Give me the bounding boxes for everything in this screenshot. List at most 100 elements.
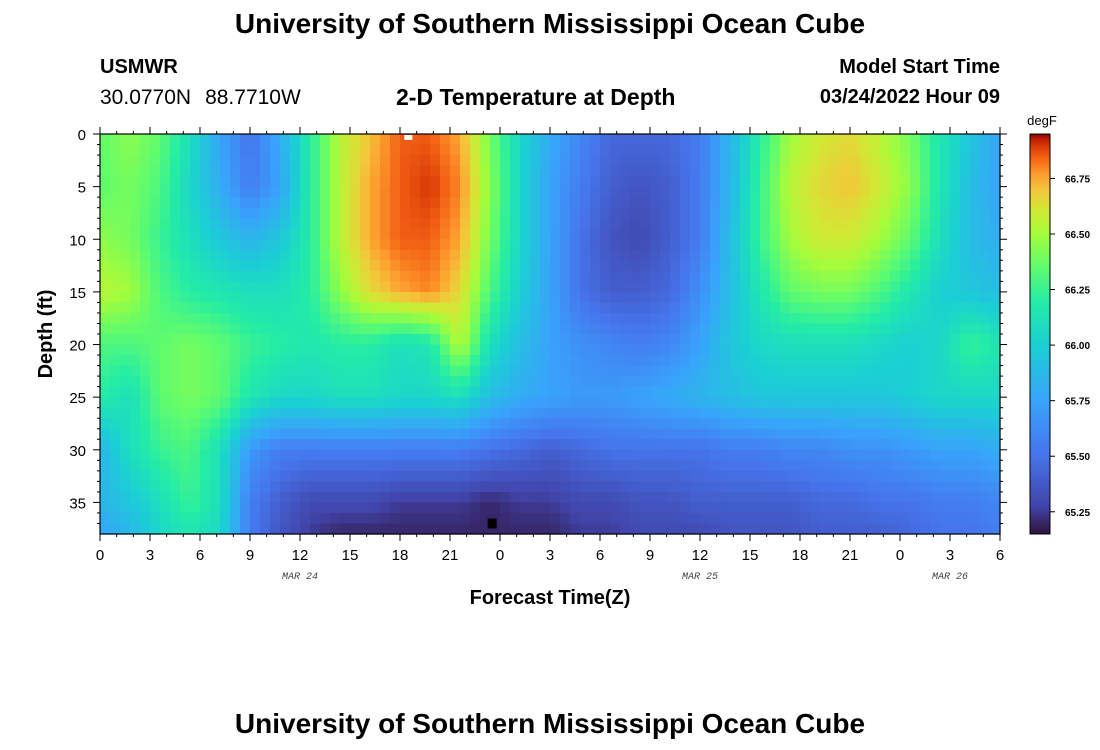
heatmap-cell xyxy=(180,512,191,525)
heatmap-cell xyxy=(740,344,751,356)
heatmap-cell xyxy=(180,249,191,261)
heatmap-cell xyxy=(650,428,661,440)
heatmap-cell xyxy=(290,155,301,167)
heatmap-cell xyxy=(510,312,521,325)
heatmap-cell xyxy=(520,144,531,156)
heatmap-cell xyxy=(310,186,321,198)
heatmap-cell xyxy=(410,228,421,240)
heatmap-cell xyxy=(190,407,201,419)
heatmap-cell xyxy=(770,376,781,388)
heatmap-cell xyxy=(940,207,951,219)
heatmap-cell xyxy=(770,481,781,493)
heatmap-cell xyxy=(300,428,311,440)
heatmap-cell xyxy=(410,418,421,430)
heatmap-cell xyxy=(250,460,261,472)
heatmap-cell xyxy=(490,249,501,261)
heatmap-cell xyxy=(430,491,441,504)
heatmap-cell xyxy=(990,207,1001,219)
heatmap-cell xyxy=(850,491,861,504)
heatmap-cell xyxy=(260,302,271,314)
heatmap-cell xyxy=(440,407,451,419)
heatmap-cell xyxy=(870,334,881,346)
heatmap-cell xyxy=(450,281,461,293)
heatmap-cell xyxy=(750,155,761,167)
heatmap-cell xyxy=(810,491,821,504)
heatmap-cell xyxy=(650,239,661,251)
heatmap-cell xyxy=(690,376,701,388)
heatmap-cell xyxy=(970,470,981,482)
heatmap-cell xyxy=(840,323,851,335)
heatmap-cell xyxy=(120,186,131,198)
heatmap-cell xyxy=(230,249,241,261)
heatmap-cell xyxy=(730,502,741,514)
heatmap-cell xyxy=(910,312,921,325)
heatmap-cell xyxy=(850,355,861,367)
heatmap-cell xyxy=(610,449,621,461)
heatmap-cell xyxy=(750,186,761,198)
heatmap-cell xyxy=(570,176,581,188)
heatmap-cell xyxy=(330,344,341,356)
heatmap-cell xyxy=(200,260,211,272)
heatmap-cell xyxy=(460,281,471,293)
heatmap-cell xyxy=(430,302,441,314)
heatmap-cell xyxy=(210,239,221,251)
heatmap-cell xyxy=(940,165,951,177)
date-label: MAR 24 xyxy=(282,572,318,583)
heatmap-cell xyxy=(680,460,691,472)
heatmap-cell xyxy=(470,239,481,251)
heatmap-cell xyxy=(900,260,911,272)
heatmap-cell xyxy=(730,512,741,525)
heatmap-cell xyxy=(380,312,391,325)
heatmap-cell xyxy=(580,365,591,377)
heatmap-cell xyxy=(650,323,661,335)
heatmap-cell xyxy=(540,186,551,198)
heatmap-cell xyxy=(630,249,641,261)
heatmap-cell xyxy=(200,281,211,293)
heatmap-cell xyxy=(600,523,611,535)
heatmap-cell xyxy=(640,386,651,398)
heatmap-cell xyxy=(110,291,121,304)
heatmap-cell xyxy=(120,449,131,461)
heatmap-cell xyxy=(340,449,351,461)
heatmap-cell xyxy=(310,218,321,230)
heatmap-cell xyxy=(430,460,441,472)
heatmap-cell xyxy=(590,291,601,304)
heatmap-cell xyxy=(520,407,531,419)
heatmap-cell xyxy=(210,386,221,398)
heatmap-cell xyxy=(940,312,951,325)
heatmap-cell xyxy=(920,512,931,525)
heatmap-cell xyxy=(130,523,141,535)
heatmap-cell xyxy=(700,481,711,493)
heatmap-cell xyxy=(130,491,141,504)
heatmap-cell xyxy=(990,281,1001,293)
heatmap-cell xyxy=(500,449,511,461)
heatmap-cell xyxy=(280,512,291,525)
heatmap-cell xyxy=(600,260,611,272)
colorbar-gradient xyxy=(1029,133,1051,535)
heatmap-cell xyxy=(970,386,981,398)
heatmap-cell xyxy=(630,155,641,167)
heatmap-cell xyxy=(910,344,921,356)
heatmap-cell xyxy=(450,312,461,325)
heatmap-cell xyxy=(990,481,1001,493)
heatmap-cell xyxy=(730,355,741,367)
heatmap-cell xyxy=(330,386,341,398)
heatmap-cell xyxy=(570,270,581,282)
heatmap-cell xyxy=(420,365,431,377)
heatmap-cell xyxy=(260,207,271,219)
heatmap-cell xyxy=(270,144,281,156)
heatmap-cell xyxy=(770,270,781,282)
heatmap-cell xyxy=(550,197,561,209)
heatmap-cell xyxy=(280,418,291,430)
heatmap-cell xyxy=(250,397,261,409)
heatmap-cell xyxy=(850,134,861,146)
heatmap-cell xyxy=(140,249,151,261)
heatmap-cell xyxy=(500,470,511,482)
heatmap-cell xyxy=(600,312,611,325)
heatmap-cell xyxy=(740,386,751,398)
heatmap-cell xyxy=(890,449,901,461)
heatmap-cell xyxy=(740,418,751,430)
heatmap-cell xyxy=(650,523,661,535)
heatmap-cell xyxy=(600,439,611,451)
heatmap-cell xyxy=(770,302,781,314)
